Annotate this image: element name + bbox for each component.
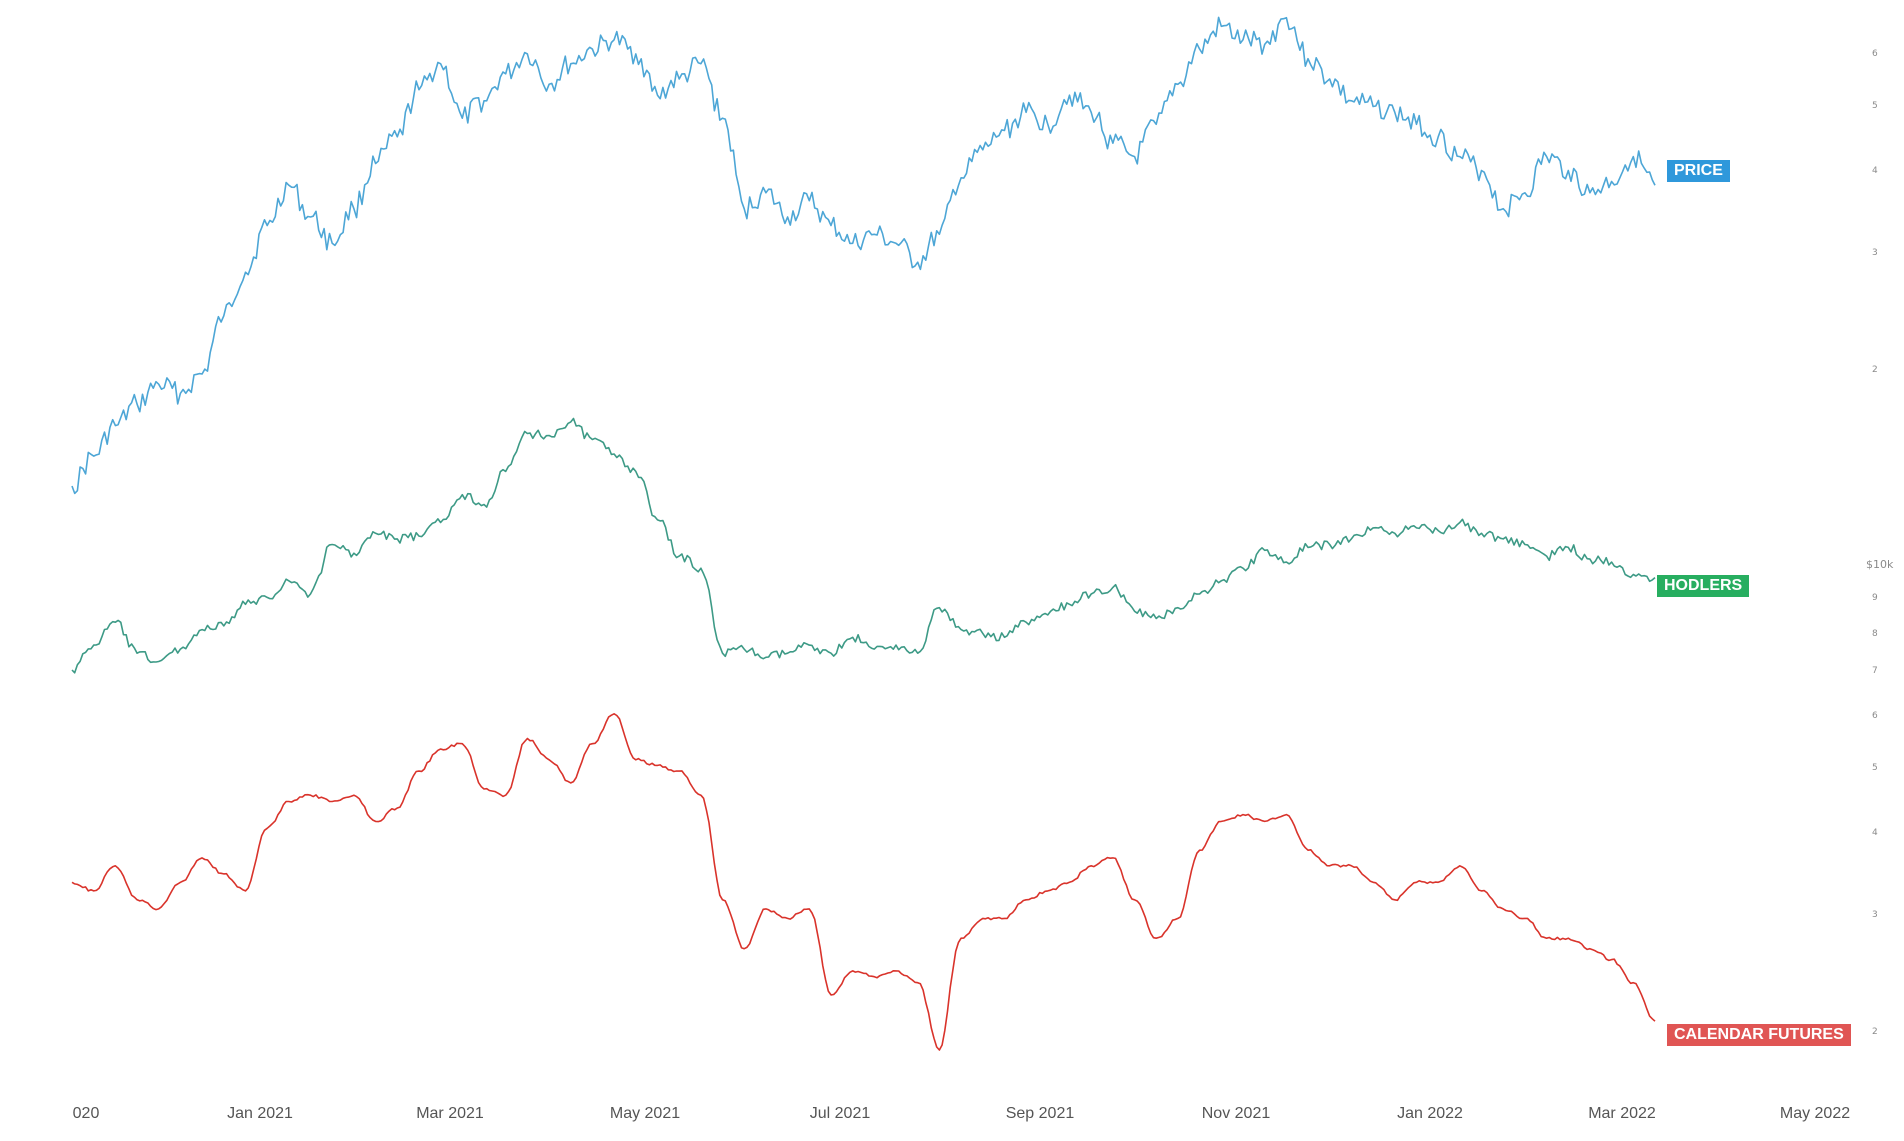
y-tick-label: $10k (1866, 558, 1894, 571)
series-line-hodlers (71, 417, 1656, 674)
y-axis: 6 5 4 3 2 $10k 9 8 7 6 5 4 3 2 (1866, 49, 1894, 1037)
x-tick-label: Mar 2021 (416, 1105, 484, 1122)
y-tick-label: 3 (1872, 910, 1878, 920)
y-tick-label: 6 (1872, 49, 1878, 59)
y-tick-label: 2 (1872, 365, 1878, 375)
y-tick-label: 4 (1872, 828, 1878, 838)
x-tick-label: 020 (73, 1105, 100, 1122)
y-tick-label: 3 (1872, 248, 1878, 258)
x-axis: 020 Jan 2021 Mar 2021 May 2021 Jul 2021 Sep 2… (73, 1105, 1851, 1122)
x-tick-label: Jul 2021 (810, 1105, 871, 1122)
y-tick-label: 5 (1872, 101, 1878, 111)
series-label-price: PRICE (1667, 160, 1730, 182)
series-label-calendar-futures: CALENDAR FUTURES (1667, 1024, 1851, 1046)
series-line-price (71, 16, 1656, 495)
y-tick-label: 8 (1872, 629, 1878, 639)
x-tick-label: Jan 2022 (1397, 1105, 1463, 1122)
y-tick-label: 6 (1872, 711, 1878, 721)
x-tick-label: May 2022 (1780, 1105, 1850, 1122)
series-label-hodlers: HODLERS (1657, 575, 1750, 597)
x-tick-label: Nov 2021 (1202, 1105, 1271, 1122)
y-tick-label: 7 (1872, 666, 1878, 676)
y-tick-label: 9 (1872, 593, 1878, 603)
series-line-calendar-futures (71, 713, 1656, 1051)
y-tick-label: 4 (1872, 166, 1878, 176)
x-tick-label: May 2021 (610, 1105, 680, 1122)
x-tick-label: Jan 2021 (227, 1105, 293, 1122)
series-layer (71, 16, 1656, 1051)
x-tick-label: Sep 2021 (1006, 1105, 1075, 1122)
x-tick-label: Mar 2022 (1588, 1105, 1656, 1122)
y-tick-label: 5 (1872, 763, 1878, 773)
y-tick-label: 2 (1872, 1027, 1878, 1037)
